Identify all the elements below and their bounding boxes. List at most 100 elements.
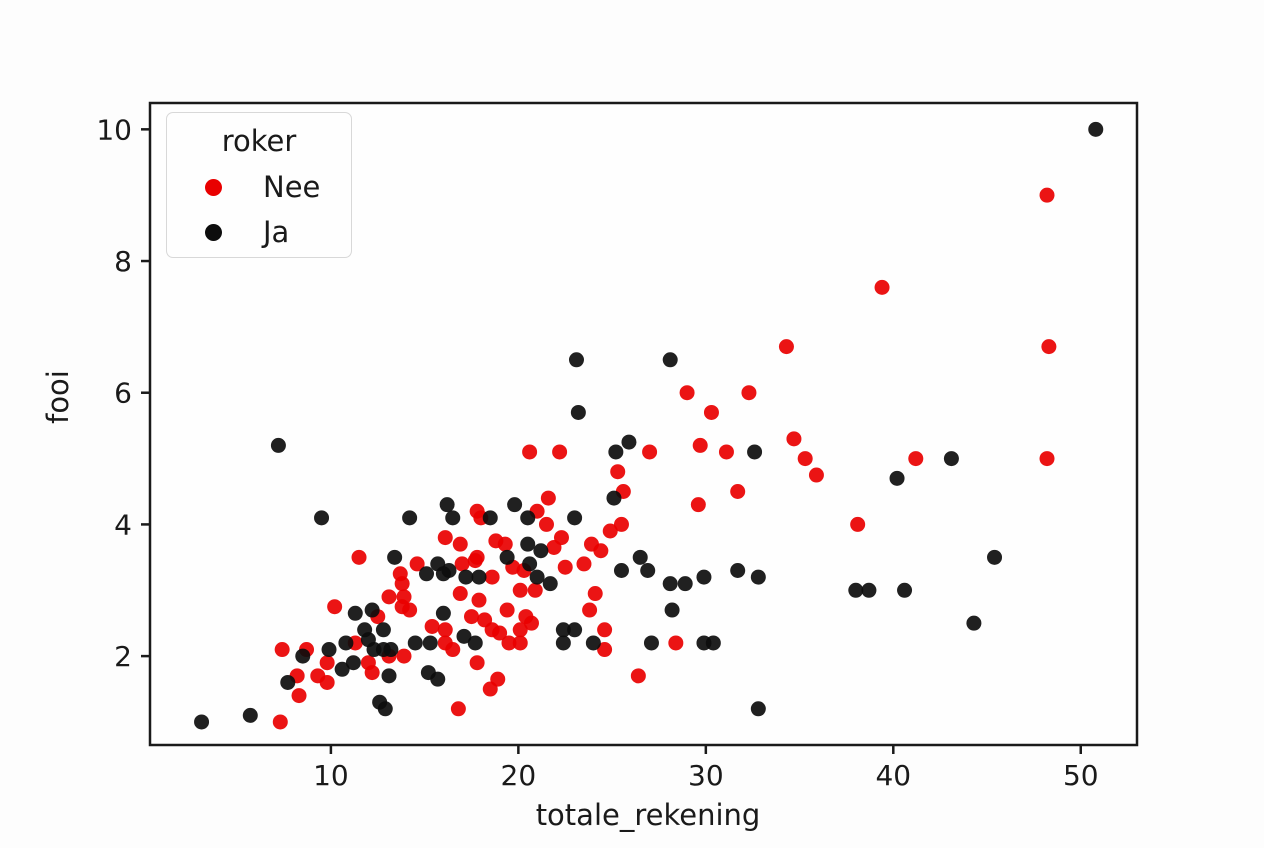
data-point-ja: [321, 642, 337, 658]
data-point-nee: [396, 648, 412, 664]
data-point-nee: [552, 444, 568, 460]
legend-label-ja: Ja: [263, 215, 290, 249]
data-point-nee: [786, 431, 802, 447]
red-dot-icon: [205, 179, 222, 196]
data-point-ja: [861, 582, 877, 598]
data-point-ja: [555, 622, 571, 638]
data-point-ja: [568, 352, 584, 368]
data-point-nee: [523, 615, 539, 631]
data-point-nee: [467, 553, 483, 569]
data-point-nee: [272, 714, 288, 730]
data-point-nee: [464, 609, 480, 625]
data-point-nee: [319, 655, 335, 671]
data-point-ja: [662, 352, 678, 368]
data-point-ja: [608, 444, 624, 460]
data-point-nee: [512, 622, 528, 638]
data-point-ja: [848, 582, 864, 598]
data-point-nee: [454, 556, 470, 572]
data-point-ja: [889, 470, 905, 486]
data-point-nee: [499, 602, 515, 618]
data-point-ja: [567, 510, 583, 526]
data-point-nee: [364, 665, 380, 681]
data-point-ja: [345, 655, 361, 671]
data-point-ja: [387, 549, 403, 565]
data-point-ja: [456, 628, 472, 644]
data-point-nee: [482, 681, 498, 697]
data-point-nee: [492, 625, 508, 641]
black-dot-icon: [205, 224, 222, 241]
data-point-nee: [613, 516, 629, 532]
data-point-nee: [808, 467, 824, 483]
data-point-nee: [692, 437, 708, 453]
data-point-nee: [730, 483, 746, 499]
data-point-nee: [908, 451, 924, 467]
data-point-nee: [703, 404, 719, 420]
data-point-ja: [570, 404, 586, 420]
data-point-nee: [797, 451, 813, 467]
data-point-ja: [664, 602, 680, 618]
data-point-nee: [850, 516, 866, 532]
data-point-ja: [643, 635, 659, 651]
data-point-nee: [445, 642, 461, 658]
data-point-ja: [435, 605, 451, 621]
data-point-ja: [430, 671, 446, 687]
data-point-nee: [291, 688, 307, 704]
legend: roker Nee Ja: [166, 112, 352, 258]
data-point-ja: [422, 635, 438, 651]
data-point-nee: [741, 385, 757, 401]
data-point-nee: [274, 642, 290, 658]
data-point-ja: [621, 434, 637, 450]
data-point-nee: [540, 490, 556, 506]
y-tick-label: 2: [114, 640, 132, 673]
x-tick-label: 40: [875, 759, 911, 792]
data-point-ja: [347, 605, 363, 621]
data-point-nee: [546, 539, 562, 555]
data-point-ja: [750, 569, 766, 585]
data-point-nee: [452, 536, 468, 552]
data-point-nee: [394, 599, 410, 615]
data-point-ja: [471, 569, 487, 585]
data-point-nee: [668, 635, 684, 651]
data-point-ja: [334, 661, 350, 677]
data-point-nee: [469, 655, 485, 671]
data-point-ja: [750, 701, 766, 717]
legend-label-nee: Nee: [263, 170, 321, 204]
data-point-nee: [582, 602, 598, 618]
data-point-nee: [450, 701, 466, 717]
data-point-ja: [520, 510, 536, 526]
data-point-nee: [593, 543, 609, 559]
data-point-nee: [512, 635, 528, 651]
data-point-nee: [327, 599, 343, 615]
legend-entry-ja: Ja: [167, 212, 351, 252]
x-tick-label: 10: [313, 759, 349, 792]
y-axis-label: fooi: [41, 370, 75, 424]
data-point-nee: [381, 589, 397, 605]
data-point-ja: [606, 490, 622, 506]
data-point-nee: [424, 618, 440, 634]
data-point-nee: [1039, 451, 1055, 467]
data-point-nee: [597, 642, 613, 658]
data-point-ja: [507, 497, 523, 513]
data-point-ja: [314, 510, 330, 526]
data-point-nee: [610, 464, 626, 480]
y-tick-label: 6: [114, 377, 132, 410]
data-point-nee: [642, 444, 658, 460]
data-point-nee: [679, 385, 695, 401]
data-point-ja: [419, 566, 435, 582]
data-point-ja: [533, 543, 549, 559]
x-axis-label: totale_rekening: [535, 798, 761, 832]
x-tick-label: 30: [688, 759, 724, 792]
data-point-nee: [527, 582, 543, 598]
data-point-ja: [1088, 121, 1104, 137]
data-point-ja: [338, 635, 354, 651]
data-point-ja: [377, 701, 393, 717]
data-point-ja: [662, 576, 678, 592]
data-point-ja: [439, 497, 455, 513]
data-point-nee: [319, 674, 335, 690]
data-point-ja: [381, 668, 397, 684]
data-point-nee: [1039, 187, 1055, 203]
data-point-ja: [705, 635, 721, 651]
data-point-ja: [555, 635, 571, 651]
axis-ticks: 10 20 30 40 50 2 4 6 8 10: [96, 113, 1098, 792]
